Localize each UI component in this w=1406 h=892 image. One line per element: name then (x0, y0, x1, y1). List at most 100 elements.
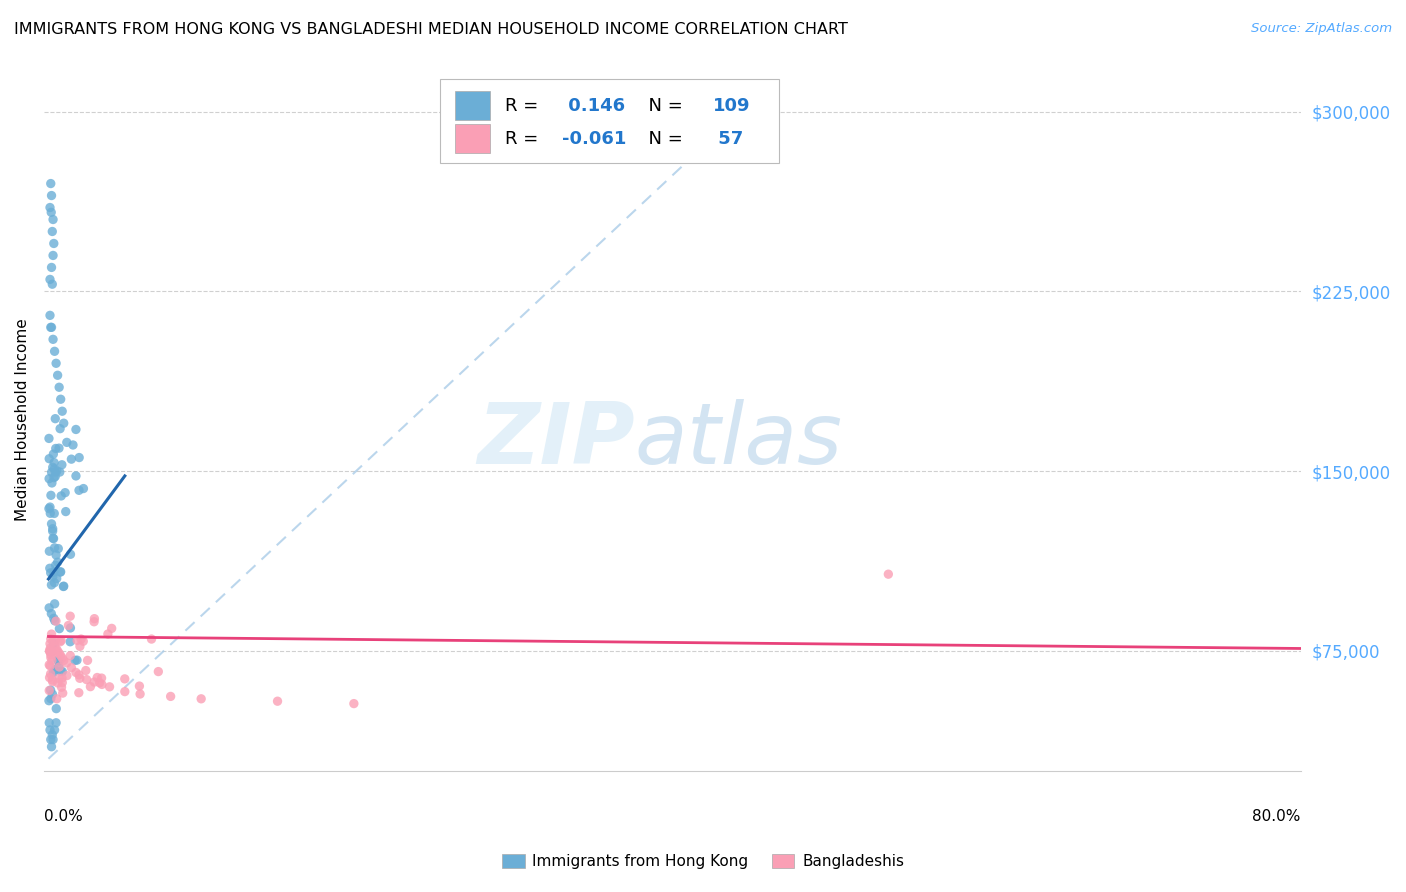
Text: 0.0%: 0.0% (44, 809, 83, 824)
Point (39, 683, 62, 698)
Text: R =: R = (505, 129, 544, 148)
Point (141, 632, 163, 646)
Text: -0.061: -0.061 (561, 129, 626, 148)
Point (114, 684, 136, 698)
Point (39, 506, 62, 520)
Point (45, 614, 67, 628)
Point (42, 212, 65, 227)
Point (75, 664, 97, 678)
Text: IMMIGRANTS FROM HONG KONG VS BANGLADESHI MEDIAN HOUSEHOLD INCOME CORRELATION CHA: IMMIGRANTS FROM HONG KONG VS BANGLADESHI… (14, 22, 848, 37)
Point (39, 500, 62, 514)
Point (39, 645, 62, 659)
Point (44, 614, 66, 628)
Point (44, 462, 66, 476)
Point (39, 309, 62, 323)
Point (48, 659, 70, 673)
Point (51, 665, 73, 679)
Point (38, 561, 60, 575)
Point (41, 674, 63, 689)
Point (67, 483, 90, 498)
Point (42, 532, 65, 546)
Point (38, 451, 60, 466)
Point (38, 600, 60, 615)
Point (41, 673, 63, 687)
Text: 109: 109 (713, 96, 749, 115)
Point (39, 650, 62, 665)
Point (42, 637, 65, 651)
Point (56, 668, 79, 682)
Point (49, 565, 72, 579)
Point (45, 572, 67, 586)
Point (69, 671, 91, 685)
Point (266, 694, 288, 708)
Point (41, 728, 63, 742)
Point (39, 723, 62, 737)
Point (343, 697, 366, 711)
Point (55, 505, 77, 519)
Point (41, 320, 63, 334)
Point (39, 667, 62, 681)
Point (38, 644, 60, 658)
Point (38, 544, 60, 558)
Text: Source: ZipAtlas.com: Source: ZipAtlas.com (1251, 22, 1392, 36)
Point (42, 611, 65, 625)
Point (63, 653, 86, 667)
Point (159, 690, 181, 704)
Point (49, 565, 72, 579)
Point (46, 368, 69, 383)
Point (39, 320, 62, 334)
Point (42, 470, 65, 484)
Point (90, 671, 112, 685)
Point (38, 671, 60, 685)
Point (48, 622, 70, 636)
Point (98, 680, 121, 694)
Point (41, 627, 63, 641)
Point (59, 547, 82, 561)
Point (128, 679, 150, 693)
Point (39, 732, 62, 747)
Point (48, 660, 70, 674)
Point (72, 634, 94, 648)
Point (66, 653, 89, 667)
Point (42, 236, 65, 251)
Point (42, 732, 65, 747)
Point (62, 438, 84, 452)
Text: 57: 57 (713, 129, 744, 148)
Point (51, 671, 73, 685)
Point (51, 675, 73, 690)
Point (45, 691, 67, 706)
Point (42, 456, 65, 470)
Point (38, 432, 60, 446)
Point (39, 272, 62, 286)
Point (39, 658, 62, 673)
Point (67, 668, 90, 682)
Point (39, 201, 62, 215)
Point (42, 531, 65, 545)
Point (41, 225, 63, 239)
Point (45, 715, 67, 730)
Point (49, 422, 72, 436)
Point (41, 687, 63, 701)
Point (46, 541, 69, 556)
Point (49, 392, 72, 407)
Point (39, 632, 62, 646)
Point (49, 664, 72, 678)
Point (60, 452, 83, 467)
Point (42, 332, 65, 346)
Point (51, 680, 73, 694)
Point (48, 380, 70, 394)
Text: N =: N = (637, 96, 689, 115)
Point (41, 654, 63, 668)
Point (51, 404, 73, 418)
Point (877, 567, 900, 582)
Point (45, 442, 67, 456)
Point (129, 687, 152, 701)
Point (45, 641, 67, 656)
Point (38, 694, 60, 708)
Point (52, 416, 75, 430)
Point (38, 715, 60, 730)
Point (190, 691, 212, 706)
Point (39, 648, 62, 662)
Point (41, 739, 63, 754)
Point (44, 344, 66, 359)
